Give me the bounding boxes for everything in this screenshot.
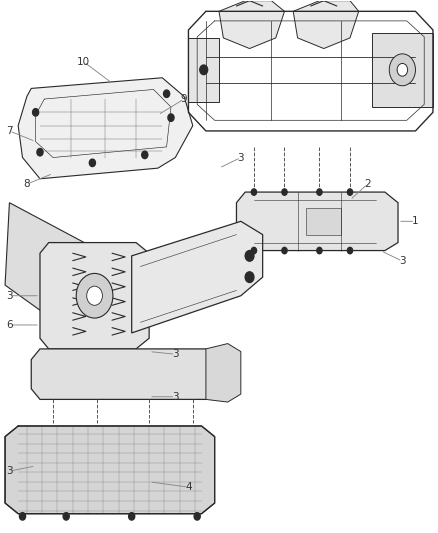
Text: 3: 3: [6, 290, 13, 301]
Text: 3: 3: [6, 466, 13, 476]
Polygon shape: [5, 426, 215, 514]
Circle shape: [251, 247, 257, 254]
Text: 3: 3: [237, 152, 244, 163]
Circle shape: [282, 189, 287, 195]
Text: 10: 10: [77, 57, 90, 67]
Polygon shape: [219, 1, 285, 49]
Text: 3: 3: [172, 392, 179, 402]
Polygon shape: [372, 33, 433, 107]
Polygon shape: [132, 221, 263, 333]
Text: 3: 3: [172, 349, 179, 359]
Circle shape: [389, 54, 416, 86]
Circle shape: [37, 149, 43, 156]
Polygon shape: [237, 192, 398, 251]
Text: 2: 2: [364, 179, 371, 189]
Circle shape: [168, 114, 174, 122]
Circle shape: [245, 272, 254, 282]
Circle shape: [163, 90, 170, 98]
Circle shape: [251, 189, 257, 195]
Text: 9: 9: [181, 94, 187, 104]
Text: 4: 4: [185, 482, 192, 492]
Circle shape: [194, 513, 200, 520]
Circle shape: [347, 189, 353, 195]
Circle shape: [200, 65, 208, 75]
Polygon shape: [206, 344, 241, 402]
Polygon shape: [18, 78, 193, 179]
Circle shape: [282, 247, 287, 254]
Polygon shape: [40, 243, 149, 349]
Circle shape: [317, 189, 322, 195]
Polygon shape: [306, 208, 341, 235]
Polygon shape: [293, 1, 359, 49]
Polygon shape: [188, 38, 219, 102]
Polygon shape: [31, 349, 219, 399]
Circle shape: [397, 63, 408, 76]
Circle shape: [32, 109, 39, 116]
Circle shape: [63, 513, 69, 520]
Text: 8: 8: [24, 179, 30, 189]
Circle shape: [245, 251, 254, 261]
Circle shape: [89, 159, 95, 166]
Circle shape: [347, 247, 353, 254]
Circle shape: [19, 513, 25, 520]
Circle shape: [129, 513, 135, 520]
Text: 3: 3: [399, 256, 406, 266]
Text: 1: 1: [412, 216, 419, 227]
Circle shape: [142, 151, 148, 159]
Polygon shape: [5, 203, 114, 320]
Text: 6: 6: [6, 320, 13, 330]
Circle shape: [87, 286, 102, 305]
Circle shape: [317, 247, 322, 254]
Circle shape: [76, 273, 113, 318]
Text: 7: 7: [6, 126, 13, 136]
